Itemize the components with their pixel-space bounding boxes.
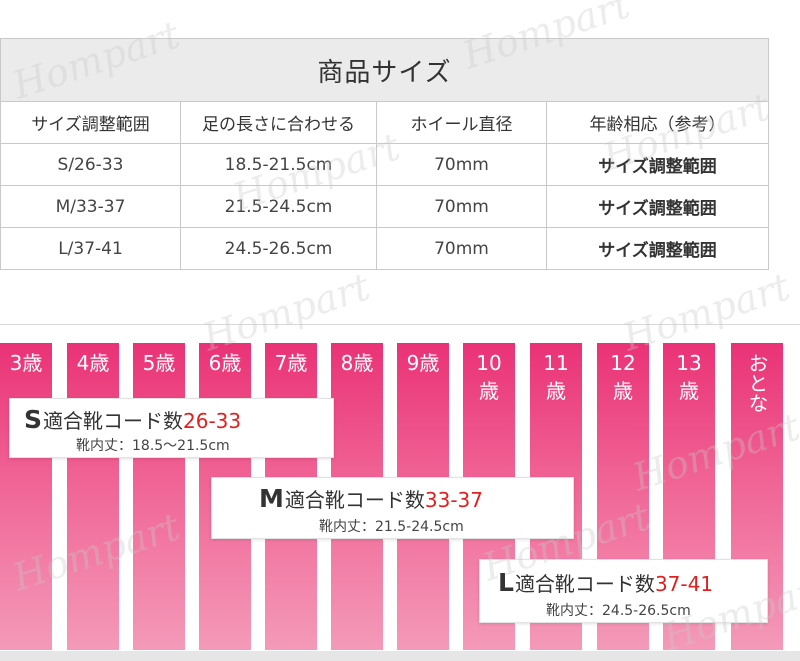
age-label: 3歳 [9,351,43,375]
size-table: 商品サイズ サイズ調整範囲 足の長さに合わせる ホイール直径 年齢相応（参考） … [0,38,770,270]
cell-size: M/33-37 [0,185,181,228]
cell-size: L/37-41 [0,227,181,270]
header-age: 年齢相応（参考） [545,101,770,144]
age-label: 6歳 [208,351,242,375]
fit-label: 適合靴コード数 [43,409,184,433]
fit-subtitle: 靴内丈：18.5～21.5cm [76,438,230,454]
fit-box-m: M適合靴コード数33-37 靴内丈：21.5-24.5cm [211,477,574,539]
fit-size: M [259,484,284,513]
fit-range: 37-41 [654,572,714,596]
table-title: 商品サイズ [0,38,770,102]
fit-title: S適合靴コード数26-33 [24,405,241,434]
fit-label: 適合靴コード数 [284,488,425,512]
age-label: 7歳 [274,351,308,375]
cell-age: サイズ調整範囲 [545,143,770,186]
fit-subtitle: 靴内丈：24.5-26.5cm [546,603,691,619]
cell-age: サイズ調整範囲 [545,185,770,228]
fit-label: 適合靴コード数 [514,572,655,596]
table-row: S/26-33 18.5-21.5cm 70mm サイズ調整範囲 [0,143,770,186]
cell-length: 24.5-26.5cm [180,227,377,270]
age-label: おとな [745,353,769,413]
fit-title: M適合靴コード数33-37 [259,484,483,513]
fit-size: S [24,405,43,434]
age-label: 5歳 [142,351,176,375]
age-bar-4: 4歳 [67,343,119,650]
age-label: 9歳 [406,351,440,375]
age-label: 8歳 [340,351,374,375]
fit-range: 26-33 [183,409,242,433]
table-row: M/33-37 21.5-24.5cm 70mm サイズ調整範囲 [0,185,770,228]
fit-box-s: S適合靴コード数26-33 靴内丈：18.5～21.5cm [9,398,334,458]
fit-subtitle: 靴内丈：21.5-24.5cm [319,519,464,535]
age-label: 10 歳 [476,351,502,403]
divider [0,324,800,325]
age-bar-3: 3歳 [0,343,52,650]
age-label: 4歳 [76,351,110,375]
header-foot-length: 足の長さに合わせる [180,101,377,144]
cell-age: サイズ調整範囲 [545,227,770,270]
age-label: 11 歳 [543,351,569,403]
fit-title: L適合靴コード数37-41 [498,568,713,597]
fit-range: 33-37 [424,488,484,512]
age-label: 13 歳 [676,351,702,403]
cell-length: 18.5-21.5cm [180,143,377,186]
fit-size: L [498,568,514,597]
table-row: L/37-41 24.5-26.5cm 70mm サイズ調整範囲 [0,227,770,270]
fit-box-l: L適合靴コード数37-41 靴内丈：24.5-26.5cm [479,559,768,623]
age-bar-5: 5歳 [133,343,185,650]
cell-size: S/26-33 [0,143,181,186]
cell-length: 21.5-24.5cm [180,185,377,228]
age-label: 12 歳 [610,351,636,403]
bottom-divider [0,651,800,661]
